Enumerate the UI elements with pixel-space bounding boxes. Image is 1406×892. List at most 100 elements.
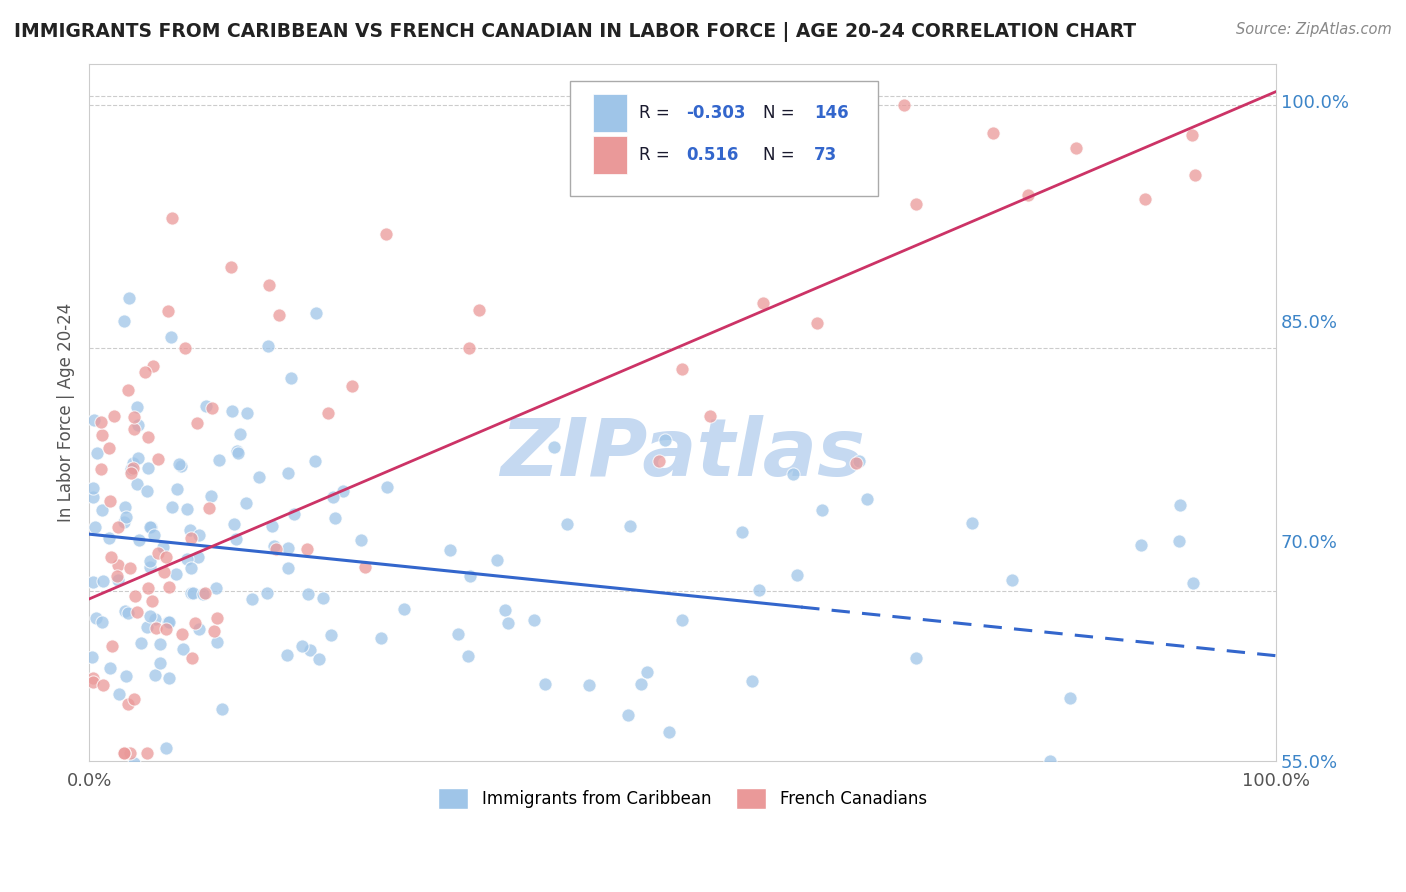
Point — [170, 627, 193, 641]
Point — [439, 543, 461, 558]
Point — [256, 339, 278, 353]
Point — [148, 546, 170, 560]
Point — [153, 565, 176, 579]
Point — [174, 342, 197, 356]
Point — [1017, 187, 1039, 202]
Point — [392, 602, 415, 616]
Point — [225, 443, 247, 458]
Point — [240, 592, 263, 607]
Point — [83, 413, 105, 427]
Point — [225, 532, 247, 546]
Point — [82, 675, 104, 690]
Point — [114, 500, 136, 515]
Point — [90, 502, 112, 516]
Point — [160, 330, 183, 344]
Point — [90, 462, 112, 476]
Point — [731, 525, 754, 540]
Point — [155, 549, 177, 564]
Point — [98, 661, 121, 675]
Point — [145, 621, 167, 635]
Point — [180, 651, 202, 665]
Point — [523, 614, 546, 628]
Point — [188, 528, 211, 542]
Point — [323, 510, 346, 524]
Point — [90, 415, 112, 429]
Point — [181, 585, 204, 599]
Point — [91, 427, 114, 442]
Point — [124, 692, 146, 706]
Point — [630, 677, 652, 691]
Point — [1133, 192, 1156, 206]
Point — [201, 401, 224, 416]
Point — [136, 619, 159, 633]
Point — [256, 586, 278, 600]
Point — [962, 516, 984, 530]
Point — [101, 640, 124, 654]
Point — [115, 669, 138, 683]
Point — [782, 467, 804, 482]
Point — [205, 635, 228, 649]
Point — [105, 569, 128, 583]
Point — [179, 523, 201, 537]
Point — [128, 533, 150, 548]
Point — [98, 441, 121, 455]
Point — [136, 430, 159, 444]
Point — [1166, 805, 1188, 820]
Point — [148, 636, 170, 650]
Point — [97, 531, 120, 545]
Point — [122, 756, 145, 771]
Point — [86, 446, 108, 460]
Point — [127, 418, 149, 433]
Point — [117, 384, 139, 398]
Point — [207, 611, 229, 625]
Point — [156, 615, 179, 629]
Text: 0.516: 0.516 — [686, 146, 738, 164]
Point — [82, 574, 104, 589]
Point — [145, 668, 167, 682]
Point — [180, 586, 202, 600]
Point — [112, 516, 135, 530]
Point — [112, 746, 135, 760]
Point — [205, 581, 228, 595]
Point — [188, 622, 211, 636]
Point — [332, 484, 354, 499]
Point — [208, 453, 231, 467]
Point — [135, 483, 157, 498]
Point — [1001, 573, 1024, 587]
Point — [103, 409, 125, 424]
Point — [122, 410, 145, 425]
Point — [543, 440, 565, 454]
Text: R =: R = — [638, 146, 675, 164]
Point — [308, 652, 330, 666]
Point — [143, 612, 166, 626]
Point — [112, 746, 135, 760]
Point — [845, 456, 868, 470]
Point — [138, 581, 160, 595]
Point — [617, 707, 640, 722]
Point — [172, 642, 194, 657]
Point — [125, 605, 148, 619]
Point — [374, 227, 396, 242]
Point — [316, 405, 339, 419]
Point — [1184, 168, 1206, 182]
Point — [498, 616, 520, 631]
Point — [91, 678, 114, 692]
Point — [1154, 766, 1177, 780]
Text: N =: N = — [763, 146, 800, 164]
Point — [319, 628, 342, 642]
Point — [1059, 690, 1081, 705]
Point — [82, 671, 104, 685]
Point — [127, 477, 149, 491]
Point — [747, 583, 769, 598]
Point — [260, 519, 283, 533]
Point — [142, 359, 165, 373]
Point — [149, 657, 172, 671]
Point — [160, 211, 183, 225]
Point — [486, 553, 509, 567]
Point — [124, 589, 146, 603]
Point — [1181, 576, 1204, 591]
Point — [619, 518, 641, 533]
Point — [176, 501, 198, 516]
Point — [160, 500, 183, 515]
Point — [186, 416, 208, 430]
